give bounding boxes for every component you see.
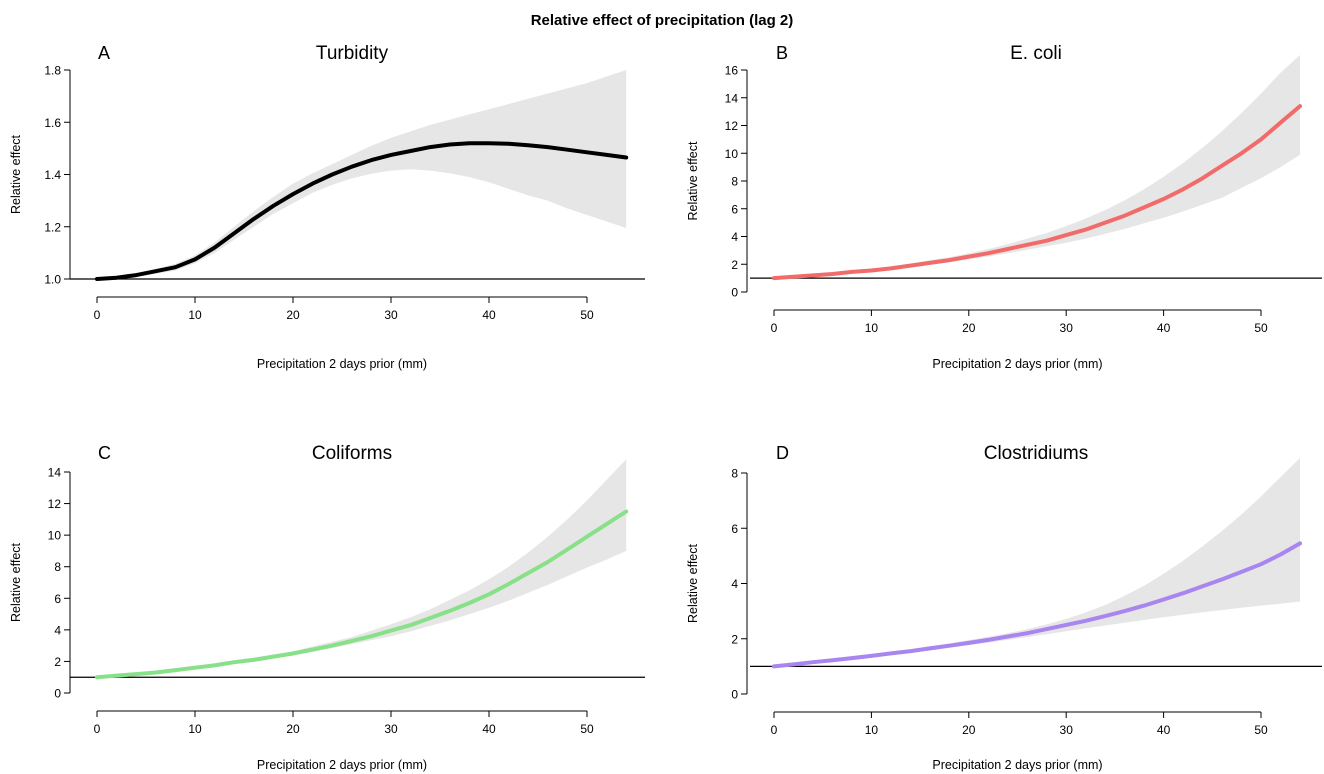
x-tick-label: 10 [188,722,202,736]
y-tick-label: 2 [54,655,61,669]
y-tick-label: 2 [731,258,738,272]
panel-title: Turbidity [316,43,389,64]
panel-letter: B [776,43,788,63]
x-tick-label: 10 [865,723,879,737]
x-axis-label: Precipitation 2 days prior (mm) [932,758,1102,772]
x-tick-label: 10 [188,308,202,322]
x-tick-label: 0 [94,722,101,736]
x-tick-label: 50 [1254,723,1268,737]
y-tick-label: 8 [54,560,61,574]
confidence-band [774,55,1300,279]
y-tick-label: 1.4 [44,168,61,182]
y-tick-label: 16 [725,64,739,78]
x-tick-label: 40 [482,308,496,322]
confidence-band [774,458,1300,667]
x-tick-label: 0 [94,308,101,322]
confidence-band [97,459,627,678]
panel-letter: A [98,43,110,63]
x-tick-label: 20 [286,308,300,322]
y-tick-label: 12 [48,497,62,511]
x-axis-label: Precipitation 2 days prior (mm) [257,758,427,772]
x-tick-label: 10 [865,321,879,335]
y-axis-label: Relative effect [686,141,700,221]
x-tick-label: 0 [771,723,778,737]
y-tick-label: 1.8 [44,64,61,78]
x-tick-label: 50 [580,308,594,322]
x-tick-label: 30 [384,308,398,322]
y-axis-label: Relative effect [9,134,23,214]
x-axis-label: Precipitation 2 days prior (mm) [257,357,427,371]
x-tick-label: 30 [384,722,398,736]
y-axis-label: Relative effect [686,543,700,623]
series-line [95,141,629,281]
x-axis-label: Precipitation 2 days prior (mm) [932,357,1102,371]
series-line [772,104,1302,281]
series-line [95,509,629,680]
figure-title: Relative effect of precipitation (lag 2) [531,12,794,29]
x-tick-label: 0 [771,321,778,335]
x-tick-label: 20 [962,723,976,737]
y-tick-label: 2 [731,632,738,646]
panel-title: Coliforms [312,443,392,464]
y-tick-label: 8 [731,467,738,481]
y-tick-label: 1.6 [44,116,61,130]
y-tick-label: 4 [731,577,738,591]
y-tick-label: 14 [725,91,739,105]
x-tick-label: 20 [286,722,300,736]
y-axis-label: Relative effect [9,542,23,622]
x-tick-label: 40 [1157,321,1171,335]
y-tick-label: 1.2 [44,220,61,234]
y-tick-label: 6 [54,592,61,606]
panel-letter: D [776,443,789,463]
panel-c: 0 10 20 30 40 50 0 2 4 6 8 10 12 14 C Coliforms Precipit… [9,443,645,772]
y-tick-label: 10 [48,529,62,543]
x-tick-label: 30 [1060,321,1074,335]
y-tick-label: 14 [48,466,62,480]
y-tick-label: 8 [731,175,738,189]
panel-d: 0 10 20 30 40 50 0 2 4 6 8 D Clostridiums Precipitati… [686,443,1322,772]
y-tick-label: 0 [731,286,738,300]
y-tick-label: 12 [725,119,739,133]
y-tick-label: 4 [54,623,61,637]
panel-title: Clostridiums [984,443,1089,464]
y-tick-label: 10 [725,147,739,161]
panel-a: 0 10 20 30 40 50 1.0 1.2 1.4 1.6 1.8 A Turbidity Prec… [9,43,645,371]
y-tick-label: 1.0 [44,273,61,287]
y-tick-label: 0 [731,688,738,702]
y-tick-label: 0 [54,687,61,701]
panel-letter: C [98,443,111,463]
confidence-band [97,70,627,279]
y-tick-label: 6 [731,202,738,216]
x-tick-label: 30 [1060,723,1074,737]
panel-b: 0 10 20 30 40 50 0 2 4 6 8 10 12 14 16 B E. coli Precipit… [686,43,1322,371]
panel-title: E. coli [1010,43,1062,64]
x-tick-label: 40 [1157,723,1171,737]
y-tick-label: 6 [731,522,738,536]
x-tick-label: 50 [1254,321,1268,335]
x-tick-label: 50 [580,722,594,736]
x-tick-label: 40 [482,722,496,736]
y-tick-label: 4 [731,230,738,244]
series-line [772,541,1302,669]
x-tick-label: 20 [962,321,976,335]
